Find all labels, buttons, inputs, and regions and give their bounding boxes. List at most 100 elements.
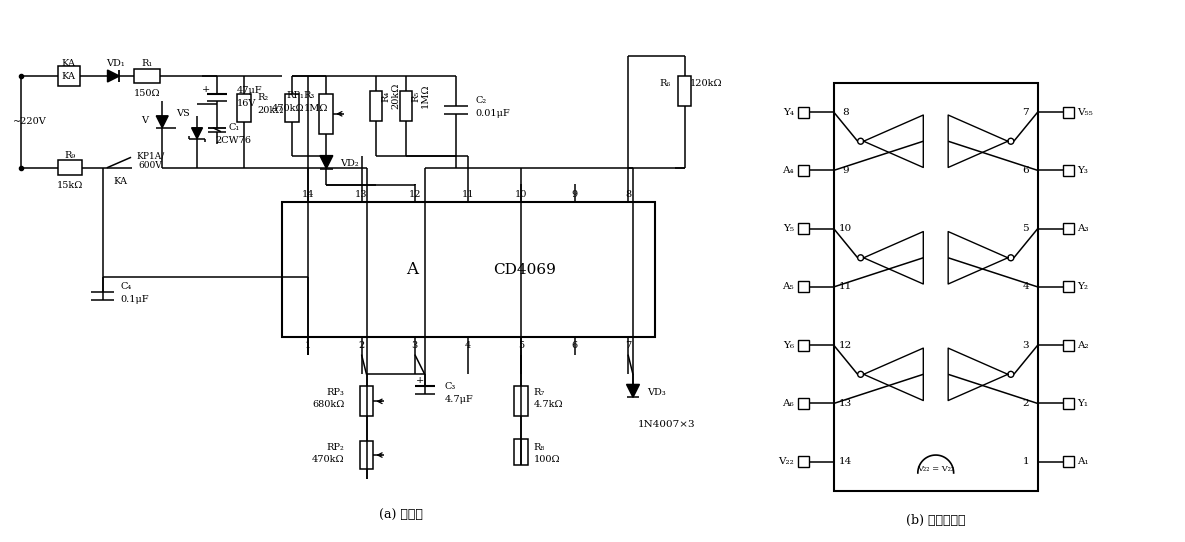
- Bar: [401, 91, 412, 121]
- Text: 10: 10: [515, 190, 527, 199]
- Bar: [370, 91, 382, 121]
- Bar: [58, 159, 82, 176]
- Text: 13: 13: [839, 399, 852, 408]
- Text: 12: 12: [409, 190, 421, 199]
- Bar: [1063, 340, 1074, 351]
- Text: R₃: R₃: [303, 92, 315, 100]
- Text: (a) 电路图: (a) 电路图: [379, 509, 423, 522]
- Text: 0.1μF: 0.1μF: [121, 295, 149, 305]
- Text: KP1A/: KP1A/: [136, 151, 165, 160]
- Text: 470kΩ: 470kΩ: [312, 455, 345, 463]
- Text: +: +: [416, 376, 424, 385]
- Text: 3: 3: [1023, 341, 1029, 350]
- Text: KA: KA: [114, 177, 128, 186]
- Text: 15kΩ: 15kΩ: [57, 181, 83, 190]
- Text: 9: 9: [571, 190, 578, 199]
- Text: 7: 7: [624, 341, 632, 350]
- Polygon shape: [320, 156, 333, 169]
- Text: R₄: R₄: [382, 91, 390, 101]
- Bar: [284, 94, 299, 122]
- Text: R₁: R₁: [142, 59, 153, 68]
- Text: 4: 4: [465, 341, 472, 350]
- Text: R₈: R₈: [533, 443, 545, 451]
- Bar: [1063, 223, 1074, 234]
- Bar: [1063, 398, 1074, 409]
- Bar: [514, 439, 529, 465]
- Text: 1MΩ: 1MΩ: [421, 83, 430, 108]
- Text: A₅: A₅: [782, 282, 794, 292]
- Text: C₁: C₁: [229, 123, 241, 132]
- Text: C₄: C₄: [121, 282, 132, 292]
- Text: 5: 5: [1023, 224, 1029, 233]
- Text: 8: 8: [843, 108, 848, 117]
- Text: 100Ω: 100Ω: [533, 455, 561, 463]
- Text: VD₃: VD₃: [647, 388, 666, 397]
- Text: V₂₂: V₂₂: [779, 457, 794, 466]
- Text: Y₂: Y₂: [1077, 282, 1089, 292]
- Text: 680kΩ: 680kΩ: [313, 400, 345, 409]
- Text: 8: 8: [624, 190, 632, 199]
- Text: 1N4007×3: 1N4007×3: [638, 420, 696, 429]
- Polygon shape: [108, 70, 120, 82]
- Bar: [359, 441, 373, 469]
- Bar: [514, 386, 529, 416]
- Text: 2CW76: 2CW76: [214, 136, 251, 145]
- Text: VS: VS: [177, 109, 190, 118]
- Text: 470kΩ: 470kΩ: [271, 105, 305, 113]
- Text: VD₁: VD₁: [107, 59, 124, 68]
- Bar: [798, 281, 809, 292]
- Text: 12: 12: [839, 341, 852, 350]
- Text: 600V: 600V: [139, 161, 162, 170]
- Text: C₂: C₂: [475, 96, 487, 105]
- Bar: [678, 76, 692, 106]
- Text: A: A: [406, 261, 418, 278]
- Bar: [1063, 165, 1074, 176]
- Text: 0.01μF: 0.01μF: [475, 109, 511, 118]
- Bar: [1063, 107, 1074, 118]
- Bar: [798, 107, 809, 118]
- Text: 13: 13: [356, 190, 367, 199]
- Text: 4: 4: [1023, 282, 1029, 292]
- Polygon shape: [156, 116, 168, 128]
- Text: 6: 6: [1023, 166, 1029, 175]
- Polygon shape: [192, 128, 203, 139]
- Bar: [320, 94, 333, 134]
- Bar: [58, 66, 79, 86]
- Text: 11: 11: [462, 190, 474, 199]
- Text: 3: 3: [411, 341, 418, 350]
- Text: A₂: A₂: [1077, 341, 1089, 350]
- Text: KA: KA: [62, 72, 76, 81]
- Text: A₄: A₄: [782, 166, 794, 175]
- Text: ~220V: ~220V: [13, 117, 46, 126]
- Bar: [798, 398, 809, 409]
- Text: RP₁: RP₁: [287, 92, 305, 100]
- Text: 150Ω: 150Ω: [134, 89, 161, 99]
- Bar: [134, 69, 160, 83]
- Bar: [359, 386, 373, 416]
- Bar: [1063, 456, 1074, 467]
- Text: 4.7kΩ: 4.7kΩ: [533, 400, 563, 409]
- Bar: [834, 83, 1038, 491]
- Bar: [237, 94, 251, 122]
- Text: 2: 2: [358, 341, 365, 350]
- Text: A₁: A₁: [1077, 457, 1089, 466]
- Text: 1MΩ: 1MΩ: [303, 105, 328, 113]
- Text: CD4069: CD4069: [493, 262, 556, 276]
- Text: 4.7μF: 4.7μF: [444, 395, 474, 404]
- Bar: [798, 165, 809, 176]
- Text: R₅: R₅: [411, 91, 419, 101]
- Text: 14: 14: [302, 190, 314, 199]
- Text: Y₁: Y₁: [1077, 399, 1089, 408]
- Text: A₆: A₆: [782, 399, 794, 408]
- Text: 5: 5: [518, 341, 525, 350]
- Text: 20kΩ: 20kΩ: [257, 106, 284, 115]
- Polygon shape: [627, 384, 640, 397]
- Text: R₂: R₂: [257, 93, 269, 102]
- Text: 6: 6: [571, 341, 578, 350]
- Bar: [798, 223, 809, 234]
- Text: R₉: R₉: [64, 151, 76, 160]
- Text: 16V: 16V: [237, 99, 256, 108]
- Text: +: +: [201, 86, 210, 94]
- Bar: [1063, 281, 1074, 292]
- Text: Y₃: Y₃: [1077, 166, 1088, 175]
